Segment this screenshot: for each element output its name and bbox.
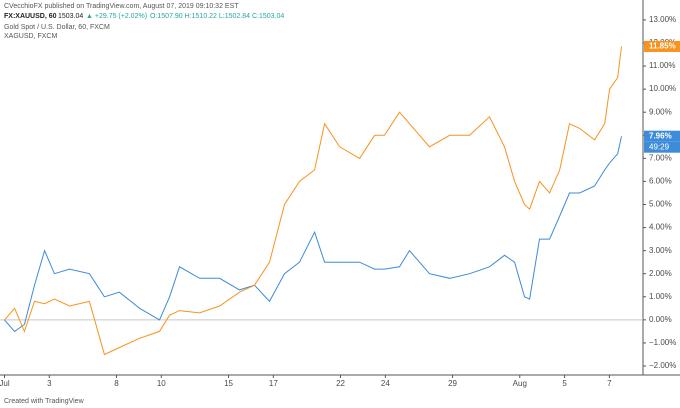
y-tick-label: 10.00% [649,84,676,93]
x-tick-label: Jul [0,379,10,388]
last-value-box [644,130,680,142]
last-value-box [644,40,680,52]
last-value-label: 7.96% [649,131,672,140]
legend-entry: XAGUSD, FXCM [4,33,57,40]
x-tick-label: 29 [448,379,457,388]
y-tick-label: 11.00% [649,61,676,70]
x-tick-label: 10 [157,379,166,388]
y-tick-label: 2.00% [649,269,672,278]
y-tick-label: −2.00% [649,361,676,370]
x-tick-label: 3 [47,379,52,388]
y-tick-label: 5.00% [649,200,672,209]
series-line [4,46,622,356]
last-value-label: 11.85% [649,42,676,51]
y-tick-label: 7.00% [649,153,672,162]
x-tick-label: 15 [224,379,233,388]
x-tick-label: 17 [269,379,278,388]
countdown: 49:29 [649,142,670,151]
publisher: CVecchioFX published on TradingView.com,… [4,3,239,10]
x-tick-label: 7 [607,379,612,388]
legend-entry: Gold Spot / U.S. Dollar, 60, FXCM [4,24,110,31]
countdown-box [644,141,680,153]
x-tick-label: Aug [513,379,527,388]
y-tick-label: 13.00% [649,15,676,24]
series-line [4,136,622,333]
y-tick-label: −1.00% [649,338,676,347]
y-tick-label: 0.00% [649,315,672,324]
x-tick-label: 22 [336,379,345,388]
x-tick-label: 8 [114,379,119,388]
y-tick-label: 9.00% [649,107,672,116]
price: 1503.04 [58,13,83,20]
x-tick-label: 24 [381,379,390,388]
footer: Created with TradingView [4,398,85,405]
y-tick-label: 6.00% [649,177,672,186]
x-tick-label: 5 [562,379,567,388]
change: ▲ +29.75 (+2.02%) [86,13,147,20]
ohlc: O:1507.90 H:1510.22 L:1502.84 C:1503.04 [150,13,284,20]
y-tick-label: 3.00% [649,246,672,255]
y-tick-label: 1.00% [649,292,672,301]
y-tick-label: 4.00% [649,223,672,232]
symbol: FX:XAUUSD, 60 [4,13,57,20]
